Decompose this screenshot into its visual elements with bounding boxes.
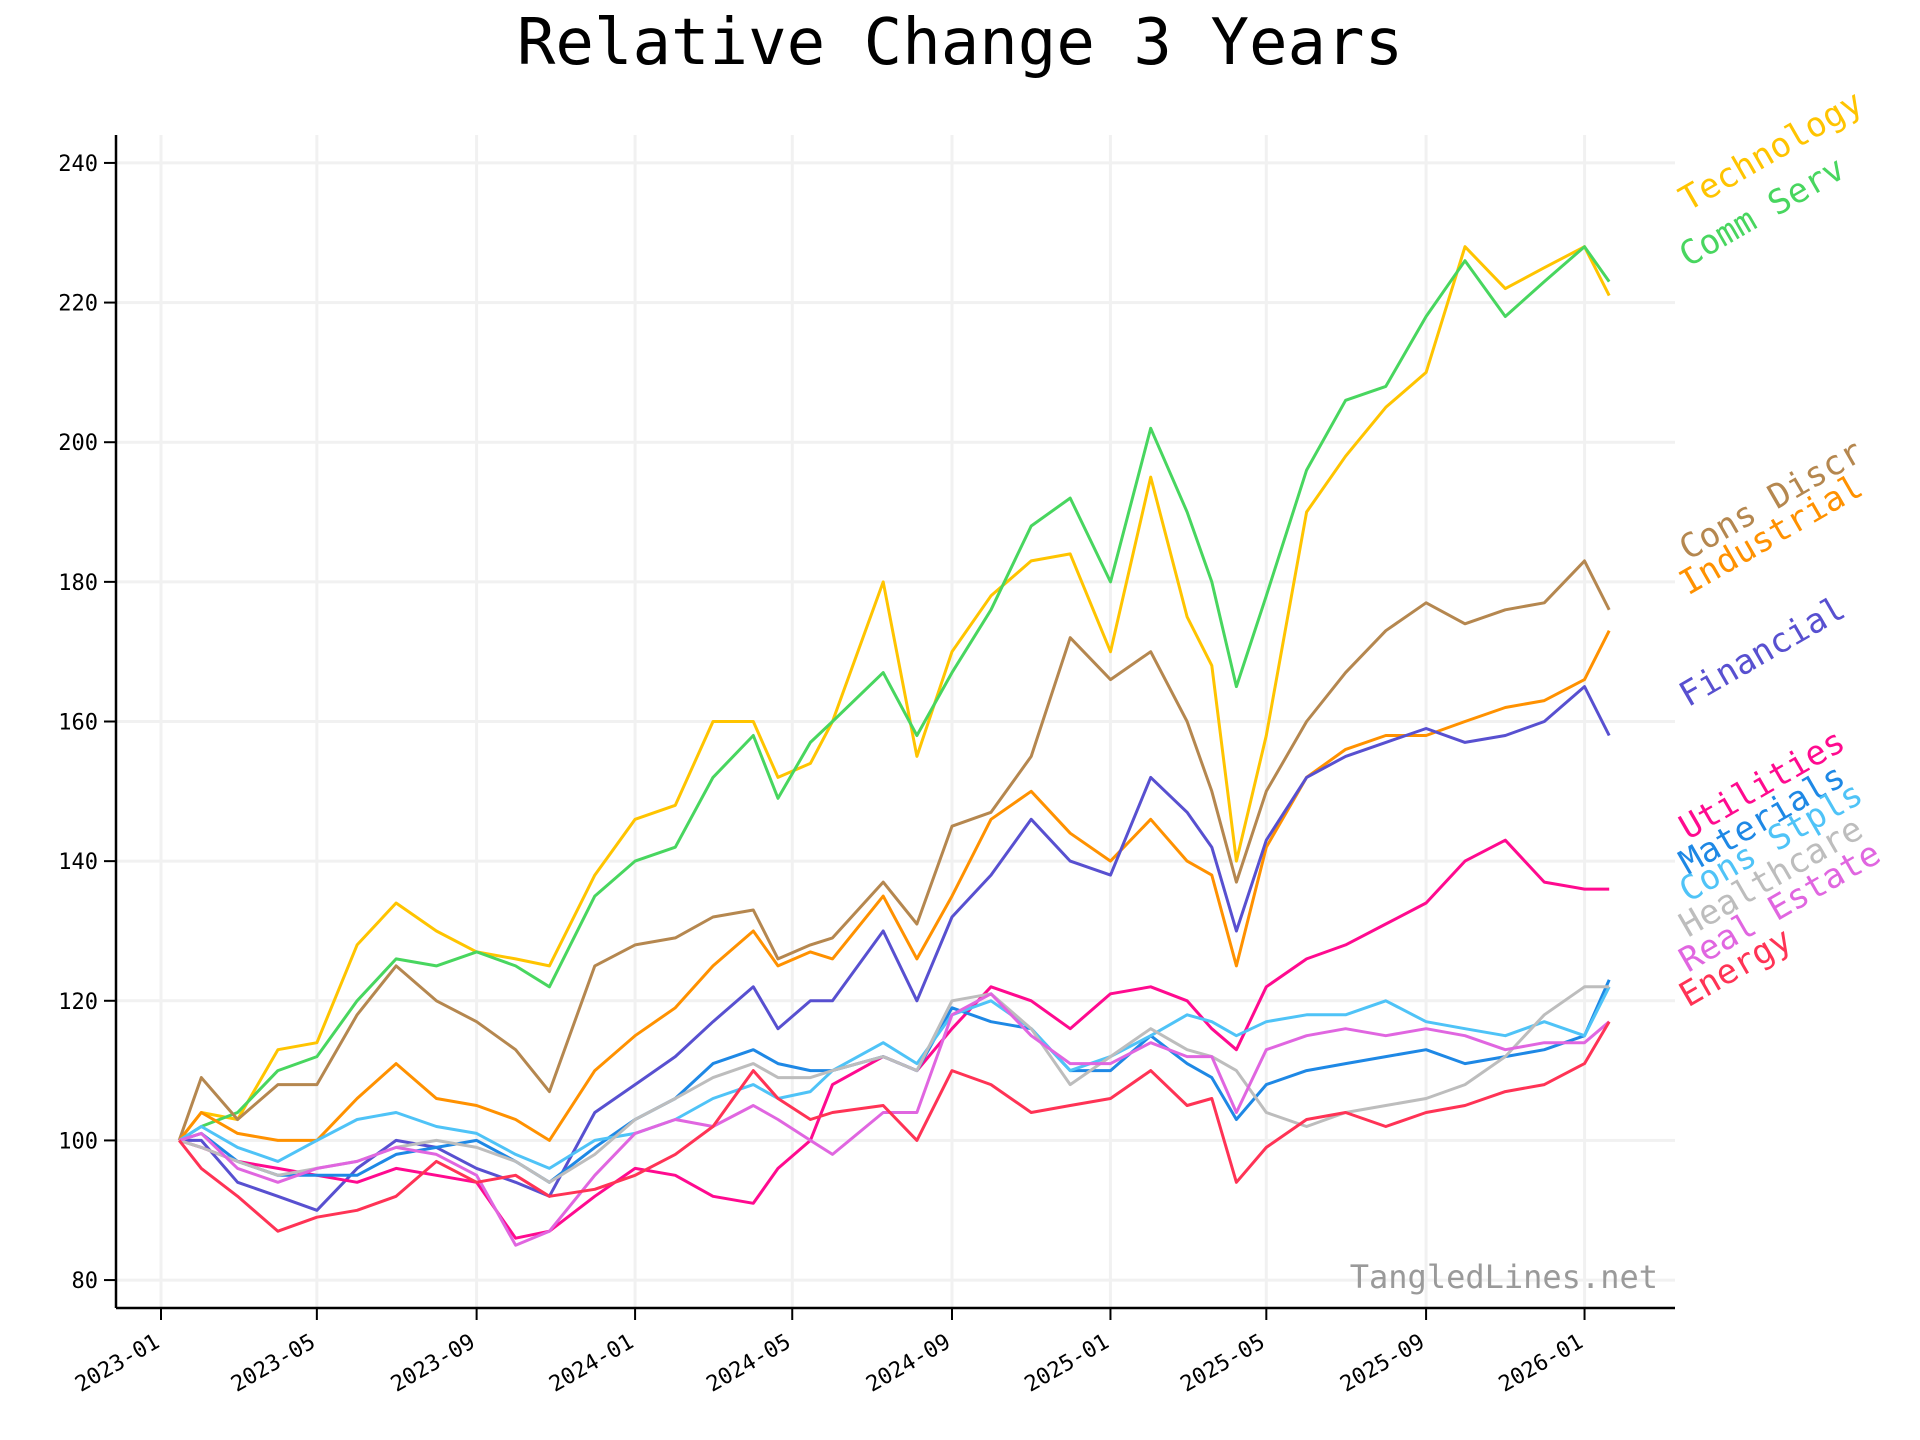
y-tick-label: 200 — [58, 431, 98, 456]
series-line-energy — [178, 1020, 1611, 1233]
series-line-healthcare — [178, 985, 1610, 1184]
y-tick-label: 140 — [58, 850, 98, 875]
series-line-comm-serv — [178, 245, 1611, 1142]
chart-title: Relative Change 3 Years — [517, 6, 1403, 80]
watermark: TangledLines.net — [1350, 1258, 1658, 1296]
y-tick-label: 240 — [58, 152, 98, 177]
series-line-cons-stpls — [178, 986, 1611, 1170]
series-line-industrial — [178, 630, 1611, 1142]
y-tick-label: 120 — [58, 990, 98, 1015]
y-tick-label: 80 — [72, 1269, 99, 1294]
series-line-real-estate — [178, 992, 1611, 1247]
y-tick-label: 100 — [58, 1129, 98, 1154]
grid — [116, 135, 1675, 1308]
y-tick-label: 220 — [58, 292, 98, 317]
series-line-cons-discr — [177, 559, 1611, 1141]
y-axis-ticks: 80 100 120 140 160 180 200 220 240 — [58, 152, 116, 1294]
y-tick-label: 180 — [58, 571, 98, 596]
series-lines — [177, 245, 1611, 1247]
series-line-technology — [178, 245, 1611, 1142]
y-tick-label: 160 — [58, 711, 98, 736]
